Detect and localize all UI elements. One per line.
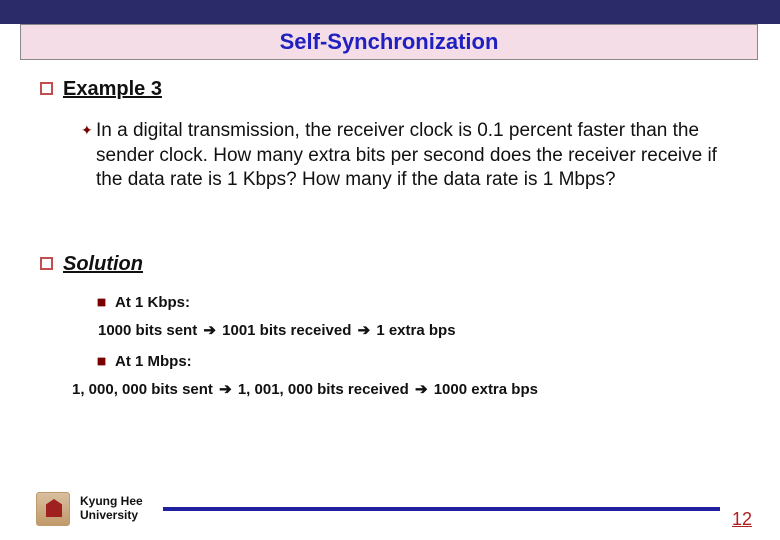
diamond-bullet-icon (94, 354, 110, 370)
arrow-icon: ➔ (415, 380, 428, 398)
page-number: 12 (732, 509, 752, 530)
arrow-icon: ➔ (358, 321, 371, 339)
arrow-icon: ➔ (219, 380, 232, 398)
content-area: Example 3 ✦ In a digital transmission, t… (0, 60, 780, 398)
square-bullet-icon (40, 257, 53, 270)
arrow-icon: ➔ (203, 321, 216, 339)
solution-block-1: At 1 Kbps: 1000 bits sent ➔ 1001 bits re… (96, 294, 740, 398)
footer: Kyung Hee University 12 (36, 492, 760, 526)
top-blue-bar (0, 0, 780, 24)
extra-1: 1 extra bps (376, 322, 455, 339)
title-bar: Self-Synchronization (20, 24, 758, 60)
sent-1: 1000 bits sent (98, 322, 197, 339)
extra-2: 1000 extra bps (434, 381, 538, 398)
solution-label-2: At 1 Mbps: (115, 353, 192, 370)
solution-heading-row: Solution (40, 253, 740, 276)
solution-label-1: At 1 Kbps: (115, 294, 190, 311)
university-name: Kyung Hee University (80, 495, 143, 523)
diamond-bullet-icon (94, 295, 110, 311)
slide-title: Self-Synchronization (280, 29, 499, 54)
recv-2: 1, 001, 000 bits received (238, 381, 409, 398)
univ-line1: Kyung Hee (80, 495, 143, 509)
star-bullet-icon: ✦ (81, 121, 93, 139)
univ-line2: University (80, 509, 143, 523)
solution-line-1: 1000 bits sent ➔ 1001 bits received ➔ 1 … (98, 321, 740, 339)
university-logo-icon (36, 492, 70, 526)
sent-2: 1, 000, 000 bits sent (72, 381, 213, 398)
example-body: ✦ In a digital transmission, the receive… (96, 119, 720, 193)
square-bullet-icon (40, 82, 53, 95)
example-text: In a digital transmission, the receiver … (96, 120, 717, 190)
solution-label-row: At 1 Kbps: (96, 294, 740, 311)
example-heading-row: Example 3 (40, 78, 740, 101)
solution-label-row: At 1 Mbps: (96, 353, 740, 370)
solution-heading: Solution (63, 253, 143, 276)
footer-divider (163, 507, 720, 511)
solution-line-2: 1, 000, 000 bits sent ➔ 1, 001, 000 bits… (72, 380, 740, 398)
recv-1: 1001 bits received (222, 322, 351, 339)
example-heading: Example 3 (63, 78, 162, 101)
